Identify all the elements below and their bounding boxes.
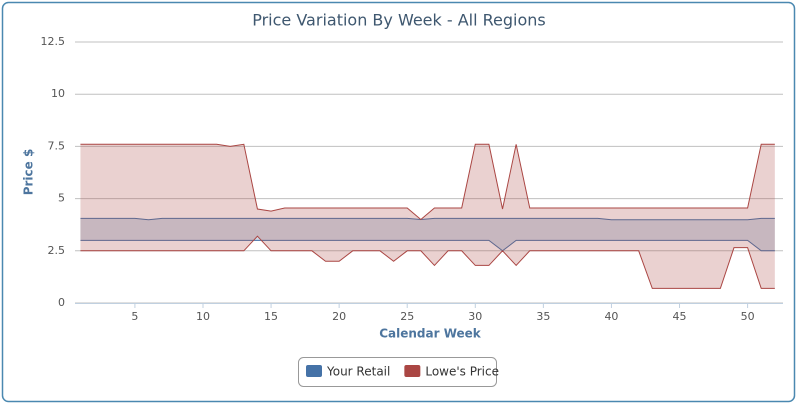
legend-label: Your Retail xyxy=(326,365,390,379)
range-low-line xyxy=(80,239,775,252)
x-tick-label: 5 xyxy=(131,310,138,323)
x-tick-label: 20 xyxy=(332,310,346,323)
range-high-line xyxy=(80,217,775,221)
range-high-line xyxy=(80,143,775,221)
legend-swatch xyxy=(306,365,322,377)
y-tick-label: 10 xyxy=(51,87,65,100)
y-tick-label: 7.5 xyxy=(48,139,66,152)
legend: Your Retail Lowe's Price xyxy=(306,365,499,379)
y-tick-label: 0 xyxy=(58,296,65,309)
chart-title: Price Variation By Week - All Regions xyxy=(252,11,546,30)
x-tick-label: 15 xyxy=(264,310,278,323)
y-tick-label: 5 xyxy=(58,192,65,205)
x-tick-label: 45 xyxy=(673,310,687,323)
grid: 0 2.5 5 7.5 10 12.5 5 10 15 20 25 30 35 40 45 50 xyxy=(41,35,783,323)
plot-area xyxy=(80,143,775,289)
x-tick-label: 35 xyxy=(536,310,550,323)
x-tick-label: 10 xyxy=(196,310,210,323)
legend-box xyxy=(298,357,497,387)
legend-label: Lowe's Price xyxy=(425,365,499,379)
range-area xyxy=(80,218,775,251)
y-tick-label: 2.5 xyxy=(48,244,66,257)
x-tick-label: 40 xyxy=(604,310,618,323)
range-area xyxy=(80,144,775,289)
x-tick-label: 25 xyxy=(400,310,414,323)
x-tick-label: 50 xyxy=(741,310,755,323)
range-low-line xyxy=(80,235,775,289)
x-axis-title: Calendar Week xyxy=(379,327,482,341)
legend-swatch xyxy=(404,365,421,377)
y-tick-label: 12.5 xyxy=(41,35,66,48)
y-axis-title: Price $ xyxy=(22,149,36,196)
x-tick-label: 30 xyxy=(468,310,482,323)
